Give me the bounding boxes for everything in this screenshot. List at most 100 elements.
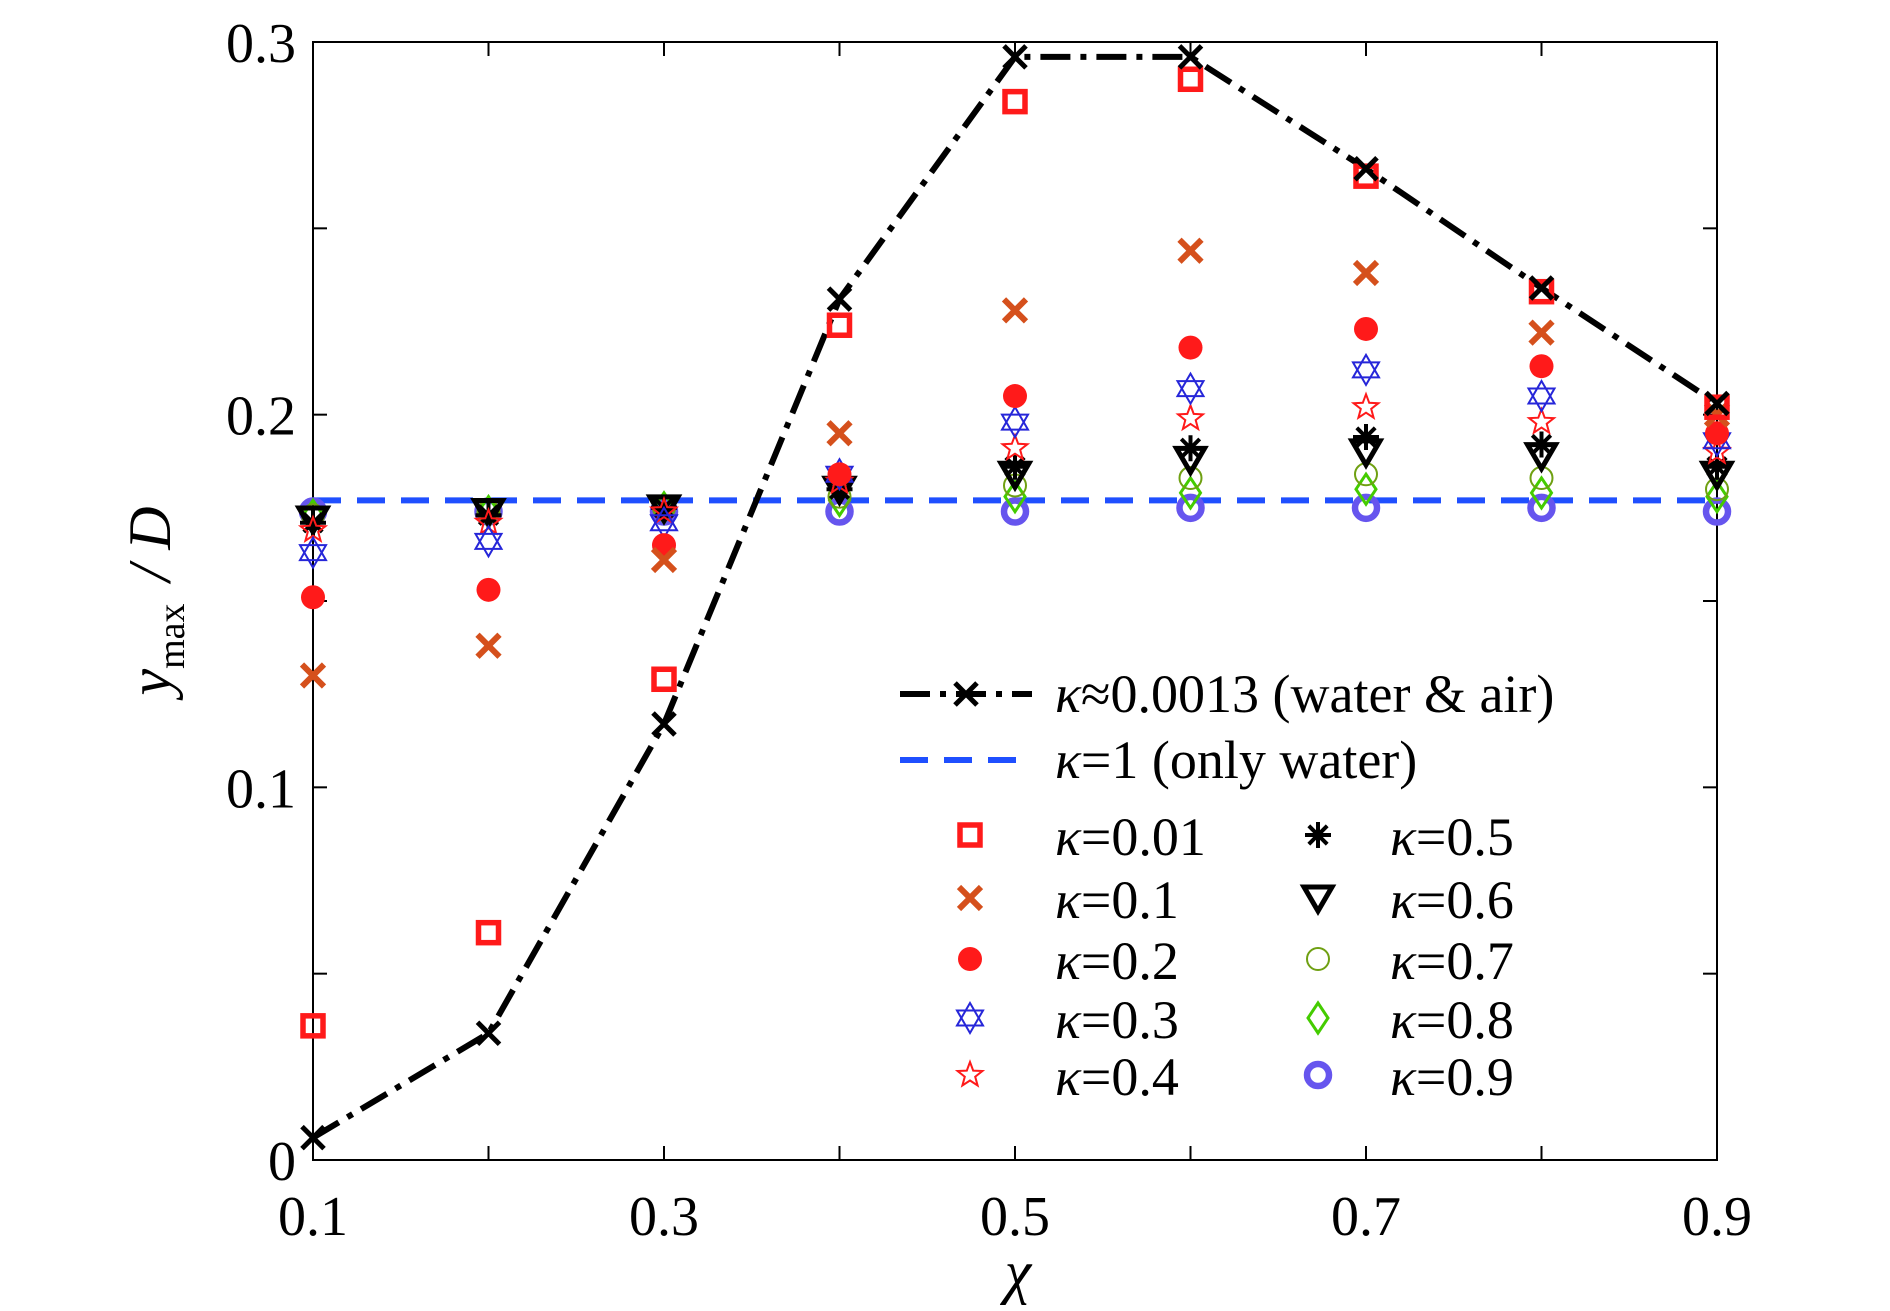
- legend-text: =0.3: [1081, 990, 1179, 1050]
- legend-text: =0.5: [1416, 807, 1514, 867]
- legend: κ≈0.0013 (water & air)κ=1 (only water)κ=…: [900, 664, 1554, 1107]
- legend-label: κ=0.7: [1390, 931, 1514, 991]
- data-point: [1177, 66, 1204, 93]
- data-point: [1178, 466, 1203, 491]
- data-point: [1351, 493, 1381, 523]
- data-point: [1177, 237, 1204, 264]
- legend-text: ≈0.0013 (water & air): [1081, 664, 1554, 724]
- data-point: [1002, 88, 1028, 115]
- legend-label: κ=0.01: [1055, 807, 1206, 867]
- data-point: [1002, 453, 1028, 480]
- data-point: [1175, 402, 1206, 432]
- legend-kappa: κ: [1390, 870, 1417, 930]
- legend-text: =0.6: [1416, 870, 1514, 930]
- legend-text: =0.9: [1416, 1047, 1514, 1107]
- data-point: [300, 1013, 326, 1039]
- x-tick-label: 0.3: [629, 1186, 699, 1248]
- data-point: [649, 505, 679, 540]
- data-point: [475, 502, 502, 529]
- data-point: [826, 286, 853, 312]
- data-point: [1351, 352, 1381, 387]
- data-point: [1529, 354, 1554, 379]
- legend-marker: [957, 822, 983, 848]
- legend-label: κ=0.5: [1390, 807, 1514, 867]
- legend-kappa: κ: [1055, 807, 1082, 867]
- x-tick-label: 0.5: [980, 1186, 1050, 1248]
- series-line: [311, 53, 1719, 1141]
- data-point: [300, 1124, 326, 1151]
- data-point: [1350, 391, 1382, 420]
- y-tick-label: 0.2: [226, 386, 296, 448]
- data-point: [470, 498, 507, 530]
- x-tick-label: 0.9: [1682, 1186, 1752, 1248]
- legend-text: =1 (only water): [1081, 730, 1417, 790]
- data-point: [1526, 379, 1557, 413]
- legend-label: κ≈0.0013 (water & air): [1055, 664, 1554, 724]
- y-axis-label-var: y: [117, 669, 183, 702]
- y-tick-label: 0: [268, 1131, 296, 1193]
- data-point: [1176, 493, 1205, 523]
- legend-marker: [955, 1001, 985, 1035]
- y-axis-label: ymax / D: [117, 506, 193, 701]
- y-tick-labels: 0 0.1 0.2 0.3: [226, 13, 296, 1193]
- legend-kappa: κ: [1390, 931, 1417, 991]
- legend-label: κ=0.2: [1055, 931, 1179, 991]
- data-point: [1000, 405, 1030, 440]
- legend-kappa: κ: [1390, 1047, 1417, 1107]
- data-point: [301, 585, 325, 610]
- data-point: [1353, 155, 1379, 182]
- y-axis-label-sub: max: [151, 603, 193, 668]
- data-point: [475, 919, 502, 946]
- legend-kappa: κ: [1390, 990, 1417, 1050]
- legend-kappa: κ: [1055, 931, 1082, 991]
- data-point: [999, 432, 1031, 461]
- data-point: [476, 577, 501, 602]
- data-point: [1705, 478, 1729, 515]
- data-point: [1705, 421, 1729, 446]
- legend-label: κ=0.1: [1055, 870, 1179, 930]
- x-tick-label: 0.1: [278, 1186, 348, 1248]
- legend-label: κ=1 (only water): [1055, 730, 1417, 790]
- data-point: [1704, 394, 1730, 420]
- legend-kappa: κ: [1055, 664, 1082, 724]
- data-point: [475, 1020, 502, 1047]
- data-point: [298, 535, 328, 570]
- data-point: [1177, 44, 1204, 70]
- legend-kappa: κ: [1055, 730, 1082, 790]
- series-points: [300, 44, 1730, 1151]
- legend-kappa: κ: [1055, 1047, 1082, 1107]
- data-point: [651, 666, 677, 693]
- data-point: [1704, 390, 1730, 417]
- data-point: [1002, 44, 1028, 70]
- legend-text: =0.1: [1081, 870, 1179, 930]
- data-point: [1178, 335, 1203, 360]
- legend-label: κ=0.8: [1390, 990, 1514, 1050]
- data-point: [1528, 275, 1555, 301]
- legend-text: =0.8: [1416, 990, 1514, 1050]
- legend-label: κ=0.6: [1390, 870, 1514, 930]
- legend-kappa: κ: [1055, 990, 1082, 1050]
- data-point: [1003, 478, 1027, 515]
- data-point: [651, 711, 677, 737]
- legend-marker: [1303, 1060, 1333, 1090]
- data-point: [827, 462, 852, 487]
- data-point: [1527, 493, 1556, 523]
- series-points: [300, 66, 1730, 1039]
- data-point: [648, 495, 680, 525]
- data-point: [1353, 424, 1379, 450]
- legend-label: κ=0.9: [1390, 1047, 1514, 1107]
- y-tick-label: 0.1: [226, 758, 296, 820]
- data-points: [294, 44, 1736, 1151]
- legend-text: =0.7: [1416, 931, 1514, 991]
- legend-marker: [953, 681, 979, 707]
- legend-marker: [1306, 1000, 1330, 1036]
- legend-marker: [1299, 884, 1337, 916]
- data-point: [1528, 319, 1555, 346]
- data-point: [650, 546, 678, 574]
- data-point: [1175, 371, 1206, 406]
- data-point: [1000, 497, 1030, 526]
- y-tick-label: 0.3: [226, 13, 296, 75]
- data-point: [1001, 297, 1029, 324]
- y-axis-label-rest: / D: [117, 506, 183, 584]
